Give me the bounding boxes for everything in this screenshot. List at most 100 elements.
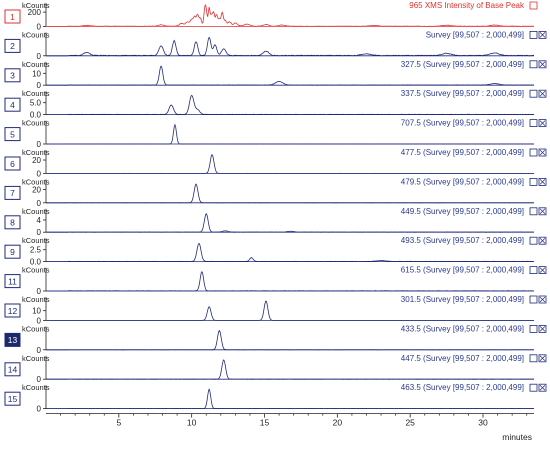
restore-icon[interactable] — [529, 207, 538, 216]
y-tick-label: 0 — [37, 22, 42, 31]
restore-icon[interactable] — [529, 148, 538, 157]
panel-badge[interactable] — [4, 274, 21, 289]
close-icon[interactable] — [538, 89, 547, 98]
panel-badge-number: 4 — [10, 100, 15, 110]
y-tick-label: 20 — [32, 156, 41, 165]
close-icon[interactable] — [538, 324, 547, 333]
close-icon[interactable] — [538, 354, 547, 363]
close-icon[interactable] — [538, 236, 547, 245]
close-cross — [539, 237, 546, 244]
panel-9: 9 kCounts 0.0 2.5 493.5 (Survey [99,507 : 2,… — [4, 236, 547, 267]
restore-icon[interactable] — [529, 295, 538, 304]
unit-label: kCounts — [22, 324, 50, 333]
panel-badge[interactable] — [4, 244, 21, 259]
unit-label: kCounts — [22, 89, 50, 98]
close-cross — [539, 326, 546, 332]
panel-3: 3 kCounts 0 10 327.5 (Survey [99,507 : 2,000… — [4, 60, 547, 90]
panel-badge[interactable] — [4, 38, 21, 53]
unit-label: kCounts — [22, 354, 50, 363]
panel-badge[interactable] — [4, 215, 21, 230]
close-icon[interactable] — [538, 295, 547, 304]
trace-label: 449.5 (Survey [99,507 : 2,000,499] — [401, 207, 524, 216]
close-cross — [539, 296, 546, 303]
y-tick-label: 0 — [37, 140, 42, 149]
restore-icon[interactable] — [529, 324, 538, 333]
restore-icon[interactable] — [529, 236, 538, 245]
unit-label: kCounts — [22, 148, 50, 157]
panel-badge[interactable] — [4, 185, 21, 200]
restore-icon[interactable] — [529, 89, 538, 98]
close-icon[interactable] — [538, 119, 547, 127]
panel-badge[interactable] — [4, 303, 21, 318]
trace-line — [46, 271, 535, 292]
panel-badge[interactable] — [4, 97, 21, 112]
trace-line — [46, 183, 535, 204]
unit-label: kCounts — [22, 383, 50, 392]
y-tick-label: 2.5 — [30, 246, 42, 255]
trace-line — [46, 359, 535, 380]
close-icon[interactable] — [538, 148, 547, 157]
restore-icon[interactable] — [529, 354, 538, 363]
close-cross — [539, 267, 546, 273]
x-axis-title: minutes — [502, 432, 532, 442]
panel-badge[interactable] — [4, 9, 21, 24]
panel-badge[interactable] — [4, 68, 21, 83]
x-tick-label: 10 — [187, 418, 197, 428]
panel-badge-number: 13 — [8, 335, 18, 345]
close-cross — [539, 120, 546, 126]
trace-label: 493.5 (Survey [99,507 : 2,000,499] — [401, 236, 524, 245]
panel-8: 8 kCounts 0 4 449.5 (Survey [99,507 : 2,000,… — [4, 207, 547, 237]
close-icon[interactable] — [538, 207, 547, 216]
restore-icon[interactable] — [529, 119, 538, 127]
y-tick-label: 0 — [37, 81, 42, 90]
y-tick-label: 20 — [32, 185, 41, 194]
y-tick-label: 0 — [37, 199, 42, 208]
y-tick-label: 0 — [37, 169, 42, 178]
restore-icon[interactable] — [529, 30, 538, 39]
trace-line — [46, 36, 534, 57]
close-icon[interactable] — [538, 266, 547, 275]
panel-13: 13 kCounts 0 433.5 (Survey [99,507 : 2,000,… — [4, 324, 547, 355]
restore-icon[interactable] — [529, 1, 538, 10]
y-tick-label: 5.0 — [30, 99, 42, 108]
panel-1: 1 kCounts 0 200 965 XMS Intensity of Base Pe… — [4, 1, 538, 31]
panel-badge[interactable] — [4, 362, 21, 377]
panel-badge[interactable] — [4, 332, 21, 347]
trace-label: 447.5 (Survey [99,507 : 2,000,499] — [401, 354, 524, 363]
panel-badge[interactable] — [4, 391, 21, 406]
panel-6: 6 kCounts 0 20 477.5 (Survey [99,507 : 2,000… — [4, 148, 547, 178]
close-icon[interactable] — [538, 30, 547, 39]
restore-icon[interactable] — [529, 60, 538, 69]
restore-icon[interactable] — [529, 177, 538, 186]
panel-5: 5 kCounts 0 707.5 (Survey [99,507 : 2,000,4… — [4, 119, 547, 149]
panel-badge-number: 14 — [8, 365, 18, 375]
close-icon[interactable] — [538, 383, 547, 392]
panel-14: 14 kCounts 0 447.5 (Survey [99,507 : 2,000,… — [4, 354, 547, 384]
close-cross — [539, 149, 546, 156]
x-axis: 5 10 15 20 25 30 minutes — [46, 413, 534, 442]
x-tick-label: 25 — [405, 418, 415, 428]
x-tick-label: 20 — [333, 418, 343, 428]
restore-icon[interactable] — [529, 383, 538, 392]
panel-badge[interactable] — [4, 127, 21, 142]
panel-badge-number: 2 — [10, 41, 15, 51]
trace-label: 327.5 (Survey [99,507 : 2,000,499] — [401, 60, 524, 69]
trace-label: 463.5 (Survey [99,507 : 2,000,499] — [401, 383, 524, 392]
close-cross — [539, 61, 546, 68]
trace-line — [46, 153, 535, 174]
close-icon[interactable] — [538, 177, 547, 186]
trace-line — [46, 65, 535, 86]
panel-badge[interactable] — [4, 156, 21, 171]
close-icon[interactable] — [538, 60, 547, 69]
trace-line — [46, 388, 535, 410]
close-cross — [539, 32, 546, 38]
trace-line — [46, 123, 535, 145]
y-tick-label: 200 — [28, 8, 42, 17]
panel-badge-number: 15 — [8, 394, 18, 404]
panel-badge-number: 3 — [10, 71, 15, 81]
trace-line — [46, 243, 535, 263]
restore-icon[interactable] — [529, 266, 538, 275]
unit-label: kCounts — [22, 207, 50, 216]
